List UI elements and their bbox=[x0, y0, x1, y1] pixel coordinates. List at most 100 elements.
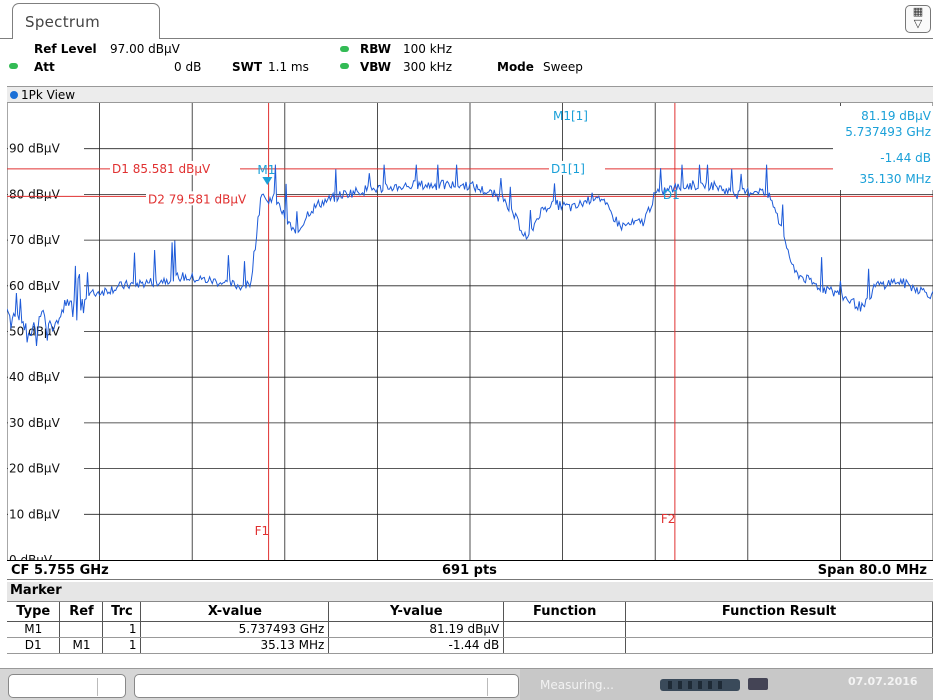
col-header-x-value: X-value bbox=[140, 602, 330, 622]
plot-footer: CF 5.755 GHz 691 pts Span 80.0 MHz bbox=[7, 560, 933, 580]
y-label-background bbox=[8, 277, 84, 292]
status-divider bbox=[487, 678, 488, 696]
col-header-trc: Trc bbox=[102, 602, 142, 622]
vbw-label: VBW bbox=[360, 60, 392, 74]
rbw-label: RBW bbox=[360, 42, 391, 56]
status-field-left[interactable] bbox=[8, 674, 126, 698]
m1-readout-frequency: 5.737493 GHz bbox=[845, 125, 931, 139]
att-label: Att bbox=[34, 60, 55, 74]
f1-label: F1 bbox=[255, 524, 270, 538]
table-row[interactable]: M1 1 5.737493 GHz 81.19 dBµV bbox=[7, 621, 933, 638]
tab-spectrum[interactable]: Spectrum bbox=[12, 3, 160, 39]
y-axis-label: 0 dBµV bbox=[9, 553, 53, 560]
ref-level-value[interactable]: 97.00 dBµV bbox=[110, 42, 180, 56]
col-header-function-result: Function Result bbox=[625, 602, 933, 622]
mode-label: Mode bbox=[497, 60, 534, 74]
d1-line-label: D1 85.581 dBµV bbox=[112, 162, 211, 176]
status-bar: Measuring... 07.07.2016 bbox=[0, 668, 933, 700]
marker-table-header: Type Ref Trc X-value Y-value Function Fu… bbox=[7, 602, 933, 622]
status-field-message[interactable] bbox=[134, 674, 519, 698]
d1-readout-tag: D1[1] bbox=[551, 162, 585, 176]
rbw-value[interactable]: 100 kHz bbox=[403, 42, 452, 56]
status-divider bbox=[97, 678, 98, 696]
col-header-type: Type bbox=[7, 602, 61, 622]
mode-value[interactable]: Sweep bbox=[543, 60, 583, 74]
m1-marker-icon bbox=[262, 176, 273, 185]
y-axis-label: 70 dBµV bbox=[9, 233, 61, 247]
cell-function-result bbox=[625, 637, 933, 654]
cell-type: M1 bbox=[7, 621, 61, 638]
y-axis-label: 10 dBµV bbox=[9, 507, 61, 521]
cell-y-value: -1.44 dB bbox=[328, 637, 505, 654]
triangle-down-icon: ▽ bbox=[913, 17, 923, 30]
lxi-icon bbox=[748, 678, 768, 690]
vbw-status-dot bbox=[340, 63, 349, 69]
y-label-background bbox=[8, 140, 84, 155]
d1-readout-frequency: 35.130 MHz bbox=[860, 172, 931, 186]
cell-y-value: 81.19 dBµV bbox=[328, 621, 505, 638]
y-label-background bbox=[8, 552, 84, 560]
center-frequency[interactable]: CF 5.755 GHz bbox=[11, 563, 109, 578]
y-label-background bbox=[8, 232, 84, 247]
cell-trc: 1 bbox=[102, 621, 142, 638]
sweep-progress-bar bbox=[660, 679, 740, 691]
cell-x-value: 35.13 MHz bbox=[140, 637, 330, 654]
tab-spectrum-label: Spectrum bbox=[25, 13, 101, 31]
col-header-ref: Ref bbox=[59, 602, 104, 622]
tab-baseline bbox=[160, 38, 933, 39]
swt-value[interactable]: 1.1 ms bbox=[268, 60, 309, 74]
limit-lines: D1 85.581 dBµV D2 79.581 dBµV F1 F2 bbox=[7, 103, 933, 560]
cell-function-result bbox=[625, 621, 933, 638]
y-axis-label: 40 dBµV bbox=[9, 370, 61, 384]
ref-level-label: Ref Level bbox=[34, 42, 97, 56]
table-row[interactable]: D1 M1 1 35.13 MHz -1.44 dB bbox=[7, 637, 933, 654]
marker-table-titlebar bbox=[7, 582, 933, 602]
settings-header: Ref Level 97.00 dBµV Att 0 dB SWT 1.1 ms… bbox=[0, 40, 933, 86]
marker-table-title: Marker bbox=[10, 583, 62, 598]
measuring-status: Measuring... bbox=[540, 678, 614, 692]
view-status-dot bbox=[10, 91, 18, 99]
y-axis-label: 90 dBµV bbox=[9, 142, 61, 156]
y-axis-label: 30 dBµV bbox=[9, 416, 61, 430]
y-axis-label: 60 dBµV bbox=[9, 279, 61, 293]
m1-marker-tag: M1 bbox=[257, 163, 275, 177]
cell-ref bbox=[59, 621, 104, 638]
d1-readout-level: -1.44 dB bbox=[880, 151, 931, 165]
y-label-background bbox=[8, 506, 84, 521]
m1-readout-level: 81.19 dBµV bbox=[861, 109, 932, 123]
vbw-value[interactable]: 300 kHz bbox=[403, 60, 452, 74]
y-label-background bbox=[8, 186, 84, 201]
col-header-y-value: Y-value bbox=[328, 602, 505, 622]
marker-table: Type Ref Trc X-value Y-value Function Fu… bbox=[7, 602, 933, 654]
layout-menu-button[interactable]: ▦ ▽ bbox=[905, 5, 931, 33]
spectrum-trace bbox=[7, 164, 933, 346]
d2-line-label: D2 79.581 dBµV bbox=[148, 192, 247, 206]
f2-label: F2 bbox=[661, 512, 676, 526]
cell-trc: 1 bbox=[102, 637, 142, 654]
view-bar[interactable]: 1Pk View bbox=[7, 86, 933, 103]
plot-grid bbox=[7, 103, 933, 560]
att-status-dot bbox=[9, 63, 18, 69]
y-label-background bbox=[8, 460, 84, 475]
y-axis-label: 80 dBµV bbox=[9, 187, 61, 201]
tab-strip: Spectrum ▦ ▽ bbox=[0, 0, 933, 39]
att-value[interactable]: 0 dB bbox=[174, 60, 202, 74]
y-axis-label: 20 dBµV bbox=[9, 462, 61, 476]
view-label: 1Pk View bbox=[21, 88, 76, 102]
y-label-background bbox=[8, 414, 84, 429]
span-value[interactable]: Span 80.0 MHz bbox=[817, 563, 927, 578]
status-right-panel: Measuring... 07.07.2016 bbox=[520, 669, 933, 700]
marker-readout-background bbox=[833, 106, 933, 190]
sweep-points[interactable]: 691 pts bbox=[442, 563, 497, 578]
d1-label-background bbox=[110, 160, 240, 175]
m1-readout-label: M1[1] bbox=[553, 109, 588, 123]
swt-label: SWT bbox=[232, 60, 263, 74]
marker-overlay: M1 D1 D1[1] M1[1] 81.19 dBµV 5.737493 GHz -1.4… bbox=[257, 106, 933, 202]
cell-function bbox=[503, 637, 627, 654]
grid-icon: ▦ bbox=[912, 5, 924, 18]
d1-tag-background bbox=[549, 160, 605, 175]
rbw-status-dot bbox=[340, 46, 349, 52]
cell-x-value: 5.737493 GHz bbox=[140, 621, 330, 638]
